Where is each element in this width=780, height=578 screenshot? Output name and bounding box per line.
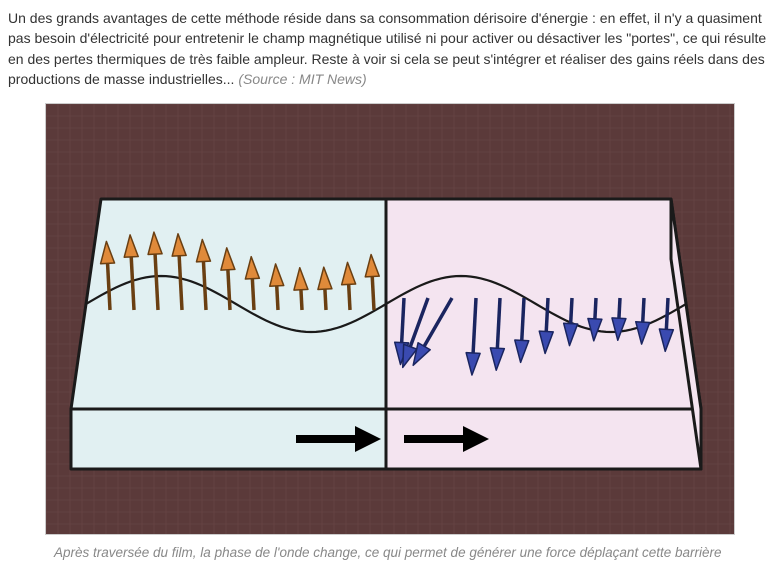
source-text: (Source : MIT News) [238,71,366,87]
article-paragraph: Un des grands avantages de cette méthode… [8,8,772,89]
magnetic-domain-diagram [45,103,735,535]
figure-caption: Après traversée du film, la phase de l'o… [8,545,772,560]
figure-container: Après traversée du film, la phase de l'o… [8,103,772,560]
paragraph-text: Un des grands avantages de cette méthode… [8,10,766,87]
